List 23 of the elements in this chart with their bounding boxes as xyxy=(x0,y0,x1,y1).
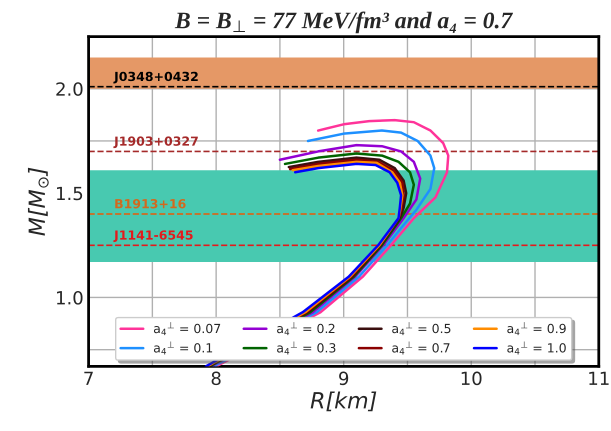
legend-label: a$_{4}$$^{⊥}$ = 0.9 xyxy=(507,322,566,336)
legend-label: a$_{4}$$^{⊥}$ = 0.2 xyxy=(277,322,334,336)
legend-label: a$_{4}$$^{⊥}$ = 0.3 xyxy=(277,342,336,354)
y-tick-label: 2.0 xyxy=(56,82,83,96)
y-tick-label: 1.0 xyxy=(57,290,83,305)
x-tick-label: 10 xyxy=(462,372,482,386)
ref-line-label: J1141-6545 xyxy=(113,230,193,242)
legend-label: a$_{4}$$^{⊥}$ = 0.1 xyxy=(154,342,212,354)
legend-label: a$_{4}$$^{⊥}$ = 0.07 xyxy=(154,322,220,336)
ref-line-label: J0348+0432 xyxy=(113,72,198,84)
x-tick-label: 8 xyxy=(212,372,221,386)
y-axis-title: M[M$_{⊙}$] xyxy=(28,168,49,236)
chart-title: B = B$_{⊥}$ = 77 MeV/fm³ and a₄ = 0.7 xyxy=(174,12,514,34)
legend-label: a$_{4}$$^{⊥}$ = 0.5 xyxy=(392,322,450,336)
x-tick-label: 9 xyxy=(339,372,348,386)
ref-line-label: B1913+16 xyxy=(115,199,186,208)
legend-label: a$_{4}$$^{⊥}$ = 1.0 xyxy=(507,342,566,354)
y-tick-label: 1.5 xyxy=(57,186,82,200)
x-tick-label: 7 xyxy=(84,372,93,385)
x-axis-title: R[km] xyxy=(310,391,376,412)
ref-line-label: J1903+0327 xyxy=(113,136,198,148)
legend-label: a$_{4}$$^{⊥}$ = 0.7 xyxy=(392,342,450,354)
x-tick-label: 11 xyxy=(589,372,609,385)
